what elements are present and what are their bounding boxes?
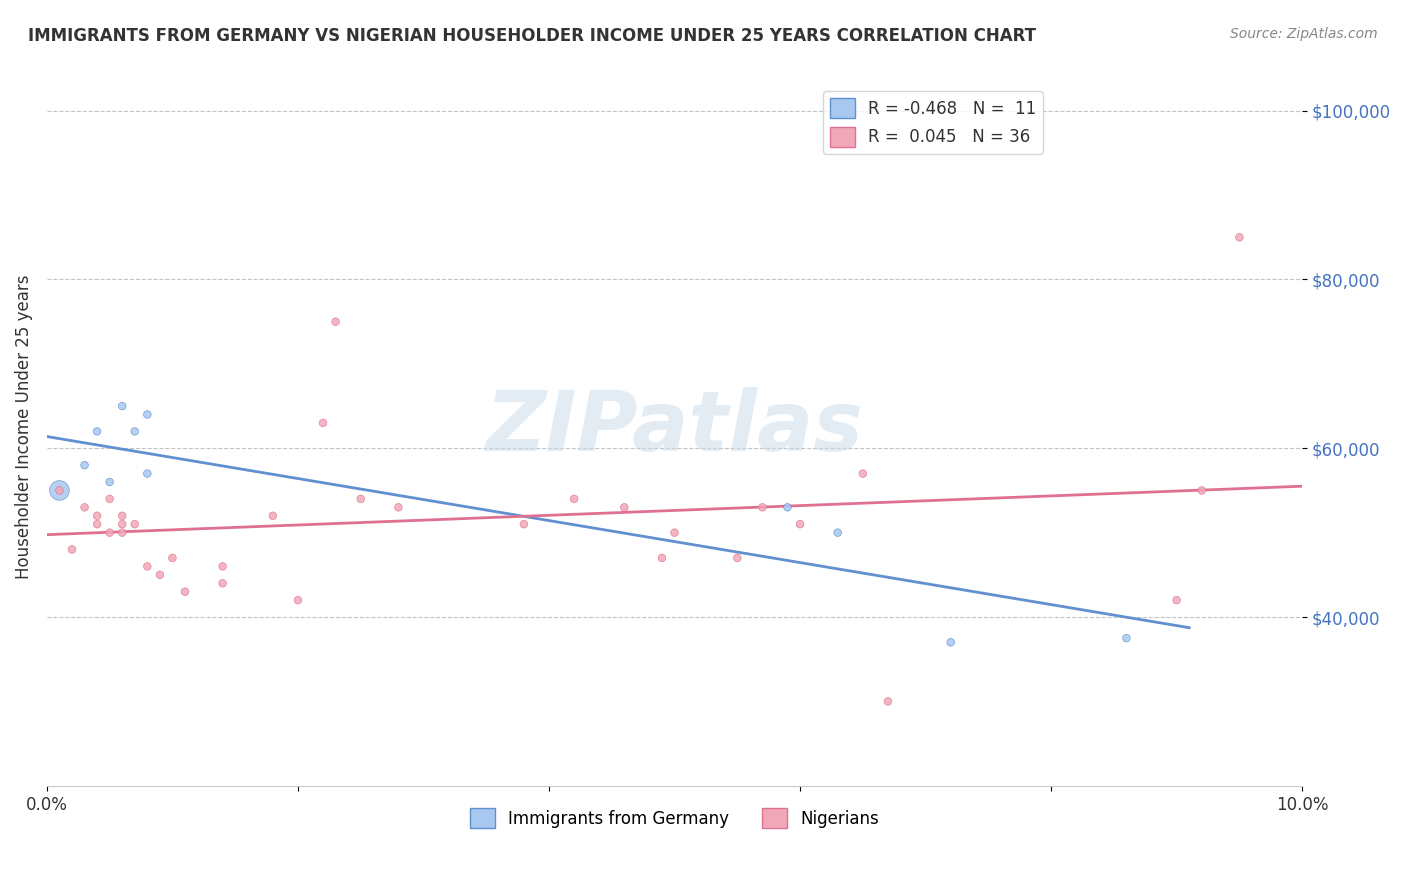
Legend: Immigrants from Germany, Nigerians: Immigrants from Germany, Nigerians (463, 801, 886, 835)
Text: Source: ZipAtlas.com: Source: ZipAtlas.com (1230, 27, 1378, 41)
Point (312, 416, 335, 430)
Point (86, 425, 108, 439)
Point (877, 694, 900, 708)
Point (387, 500, 409, 515)
Point (211, 576, 233, 591)
Point (651, 551, 673, 566)
Point (124, 517, 146, 532)
Point (939, 635, 962, 649)
Point (111, 517, 134, 532)
Point (111, 525, 134, 540)
Point (48, 483, 70, 498)
Point (73, 500, 96, 515)
Point (613, 500, 636, 515)
Point (86, 508, 108, 523)
Point (1191, 483, 1213, 498)
Point (124, 425, 146, 439)
Point (725, 551, 748, 566)
Point (136, 559, 159, 574)
Point (73, 458, 96, 472)
Point (513, 517, 536, 532)
Point (162, 551, 184, 566)
Point (136, 467, 159, 481)
Point (1229, 230, 1251, 244)
Point (262, 508, 284, 523)
Point (98, 525, 121, 540)
Point (562, 491, 585, 506)
Point (98, 475, 121, 489)
Point (287, 593, 309, 607)
Point (48, 483, 70, 498)
Point (789, 517, 811, 532)
Point (60, 542, 83, 557)
Point (350, 491, 373, 506)
Point (1115, 631, 1137, 645)
Point (111, 508, 134, 523)
Point (325, 315, 347, 329)
Point (776, 500, 799, 515)
Point (174, 584, 197, 599)
Point (664, 525, 686, 540)
Y-axis label: Householder Income Under 25 years: Householder Income Under 25 years (15, 275, 32, 580)
Point (98, 491, 121, 506)
Text: ZIPatlas: ZIPatlas (485, 386, 863, 467)
Point (1166, 593, 1188, 607)
Point (86, 517, 108, 532)
Point (827, 525, 849, 540)
Point (149, 567, 172, 582)
Text: IMMIGRANTS FROM GERMANY VS NIGERIAN HOUSEHOLDER INCOME UNDER 25 YEARS CORRELATIO: IMMIGRANTS FROM GERMANY VS NIGERIAN HOUS… (28, 27, 1036, 45)
Point (136, 408, 159, 422)
Point (211, 559, 233, 574)
Point (751, 500, 773, 515)
Point (852, 467, 875, 481)
Point (111, 399, 134, 413)
